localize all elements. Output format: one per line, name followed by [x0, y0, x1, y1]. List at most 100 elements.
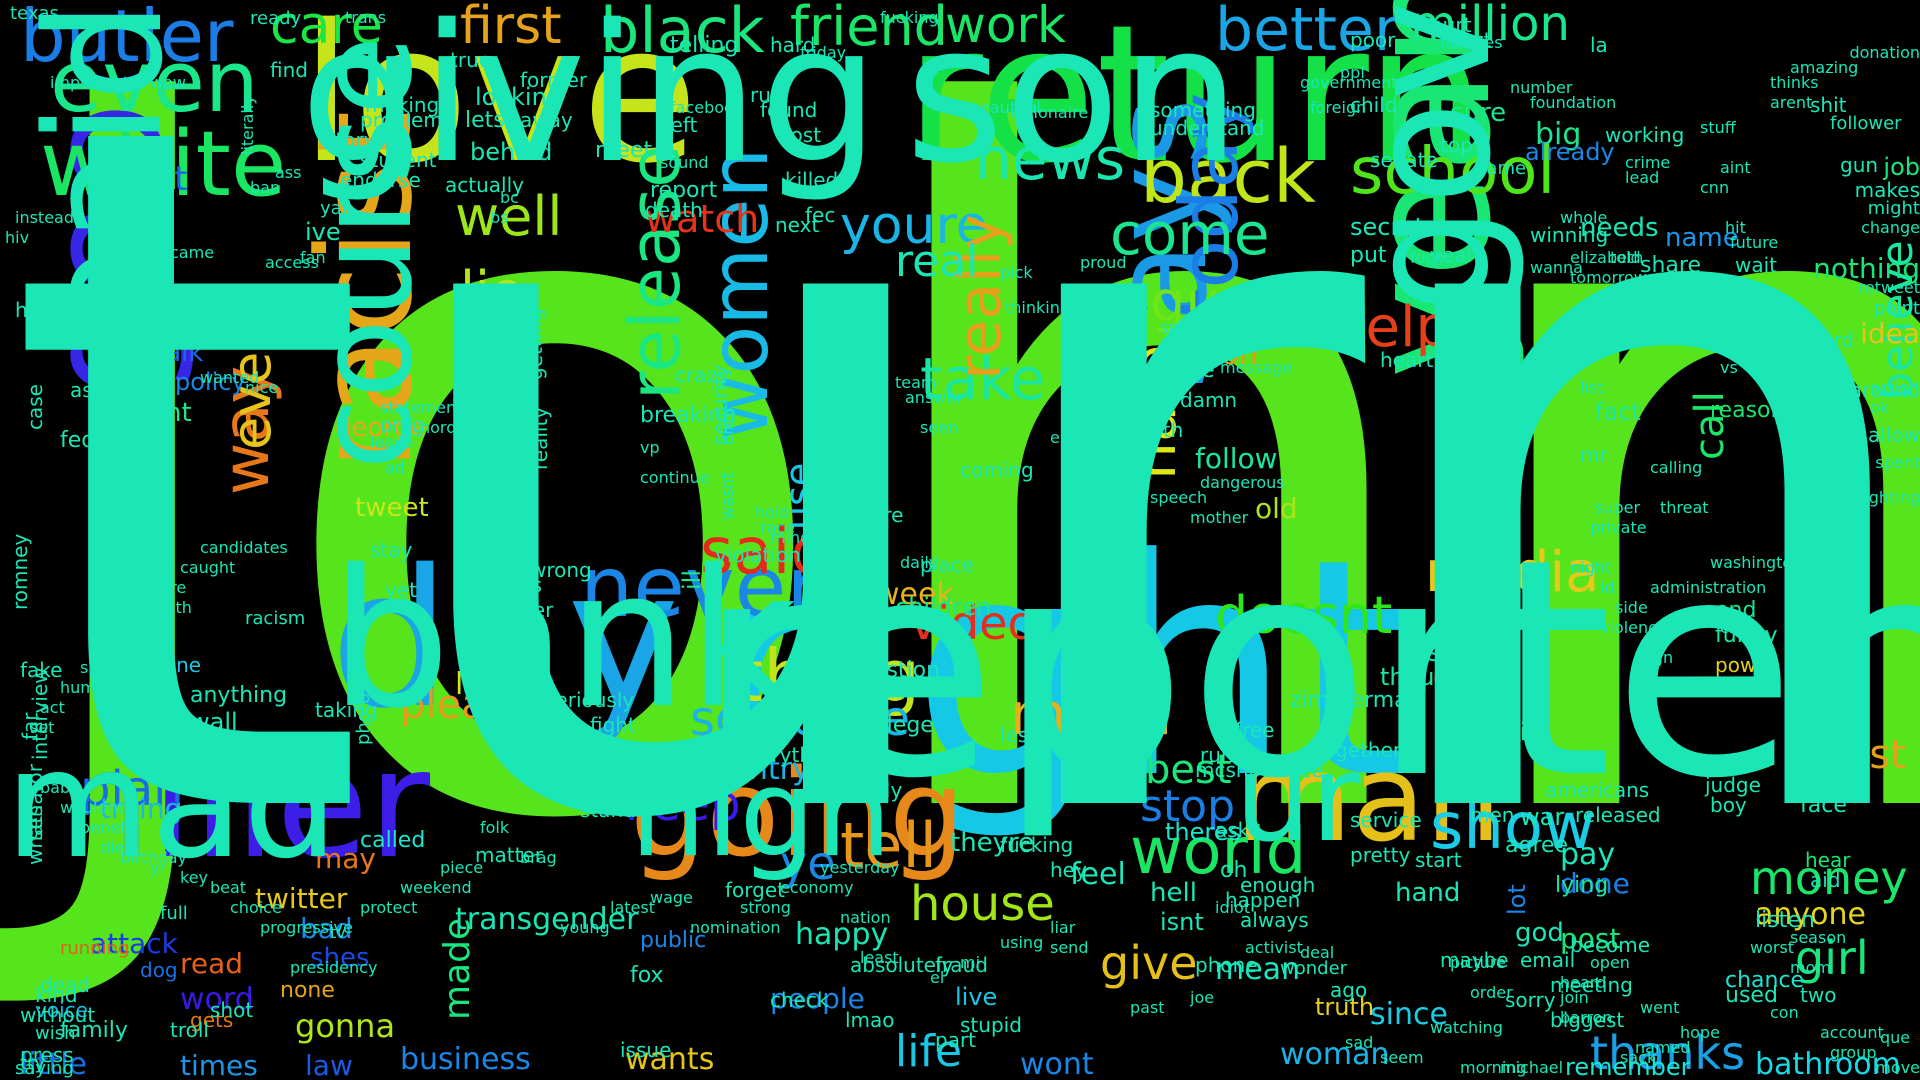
cloud-word: leader	[490, 598, 554, 622]
cloud-word: right	[705, 495, 1410, 844]
cloud-word: news	[975, 125, 1126, 193]
cloud-word: beautiful	[970, 98, 1041, 117]
cloud-word: voice	[35, 998, 88, 1022]
cloud-word: health	[1120, 418, 1184, 442]
cloud-word: weekend	[400, 878, 472, 897]
cloud-word: show	[1430, 790, 1596, 864]
cloud-word: might	[1867, 198, 1920, 219]
cloud-word: meet	[595, 138, 653, 163]
cloud-word: done	[1560, 867, 1630, 900]
cloud-word: mad	[5, 718, 339, 892]
cloud-word: sure	[1450, 98, 1507, 128]
cloud-word: real	[895, 236, 979, 287]
cloud-word: wait	[1735, 253, 1778, 277]
cloud-word: que	[1880, 1028, 1911, 1047]
cloud-word: biggest	[1550, 1008, 1625, 1032]
cloud-word: picture	[1450, 953, 1506, 972]
cloud-word: went	[1640, 998, 1680, 1017]
cloud-word: wall	[190, 708, 238, 736]
cloud-word: bathroom	[1755, 1047, 1901, 1080]
cloud-word: barron	[1560, 1008, 1613, 1027]
cloud-word: baby	[40, 778, 80, 797]
cloud-word: hell	[1150, 878, 1197, 908]
cloud-word: beat	[210, 878, 247, 897]
cloud-word: gets	[190, 1008, 234, 1032]
cloud-word: lol	[1415, 640, 1483, 708]
cloud-word: together	[1315, 738, 1402, 762]
cloud-word: friday	[800, 43, 847, 62]
cloud-word: saw	[1590, 328, 1622, 347]
cloud-word: move	[1875, 1058, 1920, 1077]
cloud-word: plan	[80, 761, 184, 817]
cloud-word: cut	[475, 548, 501, 567]
cloud-word: yr	[150, 858, 167, 877]
cloud-word: keep	[625, 776, 741, 832]
cloud-word: exactly	[830, 778, 903, 802]
cloud-word: released	[1575, 803, 1661, 827]
cloud-word: wont	[1020, 1047, 1094, 1080]
cloud-word: guess	[1110, 693, 1163, 714]
cloud-word: class	[1720, 618, 1760, 637]
cloud-word: crime	[1625, 153, 1671, 172]
cloud-word: lead	[1625, 168, 1660, 187]
cloud-word: thing	[735, 634, 921, 718]
cloud-word: yall	[320, 198, 352, 219]
cloud-word: human	[60, 678, 116, 697]
cloud-word: post	[1560, 922, 1621, 955]
cloud-word: elected	[1050, 428, 1110, 447]
cloud-word: id	[1600, 578, 1615, 597]
cloud-word: happen	[1225, 888, 1301, 912]
cloud-word: paid	[11, 0, 198, 346]
cloud-word: hurt	[1430, 13, 1472, 37]
cloud-word: fact	[1595, 398, 1641, 426]
cloud-word: amazing	[1790, 58, 1859, 77]
cloud-word: job	[1883, 153, 1920, 181]
cloud-word: guy	[1150, 270, 1255, 335]
cloud-word: oh	[1220, 858, 1248, 883]
cloud-word: seriously	[545, 688, 635, 712]
cloud-word: long	[555, 743, 594, 764]
cloud-word: race	[760, 518, 796, 537]
cloud-word: everything	[735, 743, 843, 767]
cloud-word: violence	[1600, 618, 1667, 637]
cloud-word: racism	[245, 608, 306, 629]
cloud-word: enough	[1240, 873, 1316, 897]
cloud-word: lmao	[845, 1008, 895, 1032]
cloud-word: economy	[780, 878, 854, 897]
cloud-word: miller	[5, 718, 431, 892]
cloud-word: service	[1350, 808, 1422, 832]
cloud-word: phone	[1195, 953, 1258, 977]
cloud-word: elizabeth	[1570, 248, 1644, 267]
cloud-word: young	[560, 918, 610, 937]
cloud-word: ask	[1215, 818, 1250, 842]
cloud-word: face	[1800, 793, 1847, 818]
cloud-word: day	[330, 529, 680, 750]
cloud-word: work	[945, 0, 1066, 54]
cloud-word: youre	[840, 196, 988, 256]
cloud-word: ok	[1870, 398, 1890, 417]
cloud-word: ht	[165, 398, 192, 428]
cloud-word: past	[1130, 998, 1165, 1017]
cloud-word: place	[920, 553, 974, 577]
cloud-word: truth	[1315, 993, 1375, 1021]
cloud-word: bs	[490, 208, 509, 227]
cloud-word: publicist	[775, 683, 868, 708]
cloud-word: going	[630, 745, 966, 884]
cloud-word: talk	[155, 338, 204, 368]
cloud-word: activist	[1245, 938, 1303, 957]
cloud-word: goes	[180, 738, 223, 759]
cloud-word: la	[1590, 33, 1608, 57]
cloud-word: worst	[1750, 938, 1795, 957]
cloud-word: access	[265, 253, 319, 272]
cloud-word: crazy	[675, 363, 729, 387]
cloud-word: vp	[640, 438, 660, 457]
cloud-word: favorite	[100, 638, 162, 657]
cloud-word: heard	[1560, 973, 1607, 992]
cloud-word: student	[360, 148, 437, 172]
cloud-word: everyone	[560, 752, 692, 785]
cloud-word: idiot	[1215, 898, 1251, 917]
cloud-word: super	[1595, 498, 1641, 517]
cloud-word: top	[1440, 133, 1473, 157]
cloud-word: maybe	[1440, 948, 1509, 972]
